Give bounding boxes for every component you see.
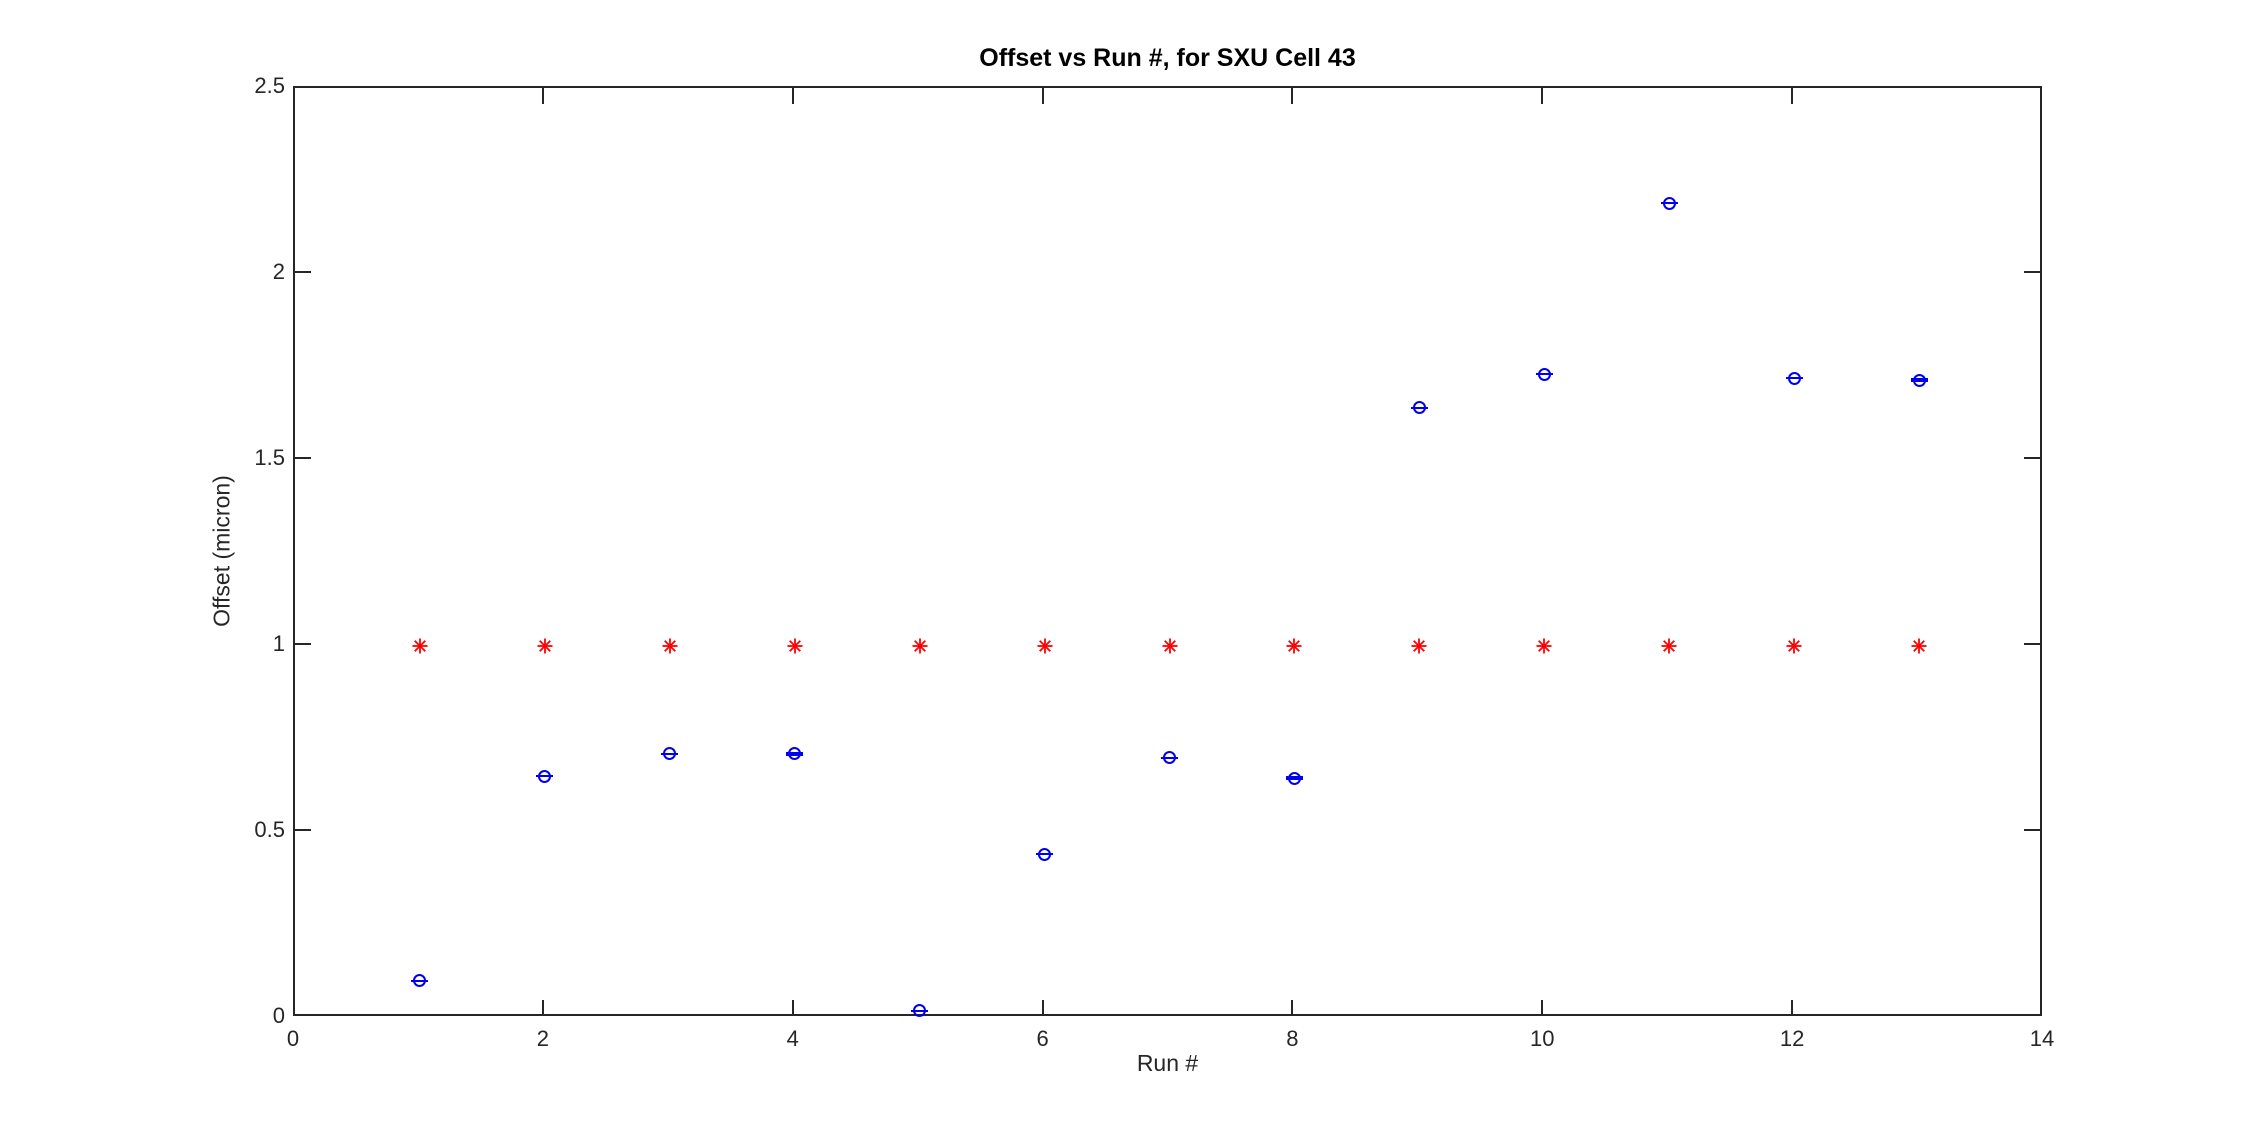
errorbar-cap-line (1285, 776, 1303, 781)
y-tick-left (295, 643, 311, 645)
y-tick-label: 2.5 (254, 73, 285, 98)
y-tick-label: 0.5 (254, 817, 285, 842)
y-tick-left (295, 457, 311, 459)
errorbar-cap-line (1660, 202, 1678, 205)
errorbar-cap-line (1910, 378, 1928, 383)
x-tick-label: 2 (536, 1026, 549, 1051)
x-tick-bottom (1791, 1000, 1794, 1016)
reference-asterisk-marker (537, 638, 553, 654)
x-tick-bottom (541, 1000, 544, 1016)
x-tick-label: 12 (1779, 1026, 1805, 1051)
y-tick-right (2024, 271, 2040, 273)
reference-asterisk-marker (412, 638, 428, 654)
errorbar-cap-line (536, 775, 554, 778)
y-tick-left (295, 829, 311, 831)
x-tick-top (1541, 88, 1544, 104)
x-tick-label: 14 (2029, 1026, 2055, 1051)
x-tick-top (1291, 88, 1294, 104)
reference-asterisk-marker (1536, 638, 1552, 654)
x-tick-bottom (1041, 1000, 1044, 1016)
reference-asterisk-marker (1786, 638, 1802, 654)
errorbar-cap-line (1535, 373, 1553, 376)
x-tick-bottom (1541, 1000, 1544, 1016)
errorbar-cap-line (1785, 377, 1803, 380)
errorbar-cap-line (411, 979, 429, 982)
reference-asterisk-marker (912, 638, 928, 654)
x-tick-label: 4 (786, 1026, 799, 1051)
y-tick-right (2024, 457, 2040, 459)
y-tick-left (295, 271, 311, 273)
errorbar-cap-line (1161, 756, 1178, 759)
reference-asterisk-marker (1286, 638, 1302, 654)
plot-area (293, 86, 2042, 1018)
y-tick-right (2024, 643, 2040, 645)
x-tick-label: 10 (1530, 1026, 1555, 1051)
reference-asterisk-marker (1411, 638, 1427, 654)
y-tick-right (2024, 829, 2040, 831)
chart-title: Offset vs Run #, for SXU Cell 43 (979, 44, 1356, 72)
x-tick-top (541, 88, 544, 104)
y-tick-label: 1 (272, 631, 285, 656)
errorbar-cap-line (911, 1009, 929, 1012)
errorbar-cap-line (786, 751, 804, 756)
y-tick-label: 0 (272, 1003, 285, 1028)
x-tick-top (791, 88, 794, 104)
x-tick-top (1791, 88, 1794, 104)
x-tick-bottom (791, 1000, 794, 1016)
errorbar-cap-line (1036, 853, 1054, 856)
x-axis-label: Run # (1136, 1050, 1199, 1076)
reference-asterisk-marker (662, 638, 678, 654)
reference-asterisk-marker (1037, 638, 1053, 654)
reference-asterisk-marker (787, 638, 803, 654)
reference-asterisk-marker (1162, 638, 1177, 654)
y-tick-label: 1.5 (254, 445, 285, 470)
y-axis-label: Offset (micron) (208, 475, 235, 627)
x-tick-bottom (1291, 1000, 1294, 1016)
reference-asterisk-marker (1661, 638, 1677, 654)
x-tick-label: 6 (1036, 1026, 1049, 1051)
x-tick-label: 8 (1286, 1026, 1299, 1051)
errorbar-cap-line (1410, 406, 1428, 409)
y-tick-label: 2 (272, 259, 285, 284)
x-tick-top (1041, 88, 1044, 104)
x-tick-label: 0 (286, 1026, 300, 1051)
reference-asterisk-marker (1911, 638, 1927, 654)
errorbar-cap-line (661, 752, 679, 755)
